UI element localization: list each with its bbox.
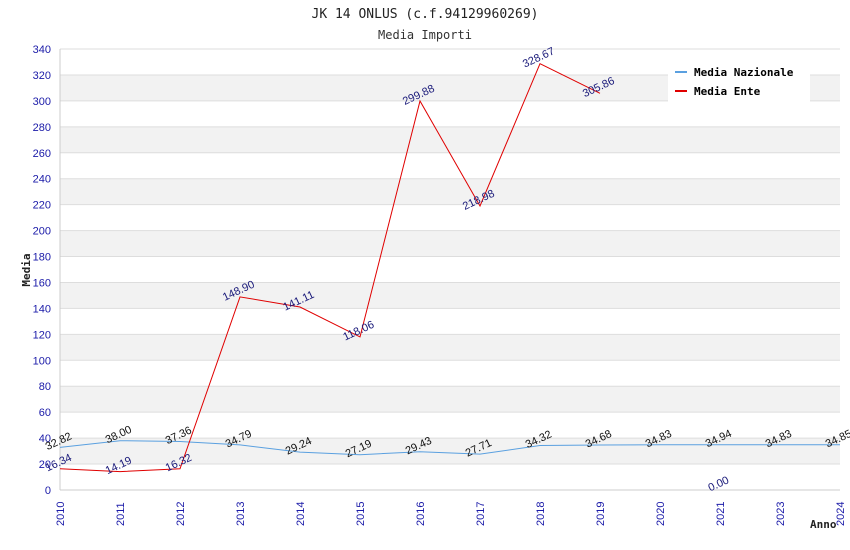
data-label: 0.00 (706, 474, 730, 494)
y-tick-label: 0 (45, 485, 51, 497)
y-tick-label: 340 (33, 44, 51, 56)
x-tick-label: 2020 (655, 502, 667, 526)
x-tick-label: 2023 (775, 502, 787, 526)
plot-band (60, 230, 840, 257)
y-tick-label: 120 (33, 329, 51, 341)
series-line-media-ente (59, 63, 601, 473)
y-tick-label: 200 (33, 226, 51, 238)
x-axis-label: Anno (810, 518, 837, 531)
x-tick-label: 2012 (175, 502, 187, 526)
y-axis-label: Media (20, 253, 33, 286)
y-tick-label: 40 (39, 433, 51, 445)
legend-label: Media Ente (694, 85, 761, 98)
y-tick-label: 20 (39, 459, 51, 471)
axes (59, 49, 840, 491)
legend-box (668, 60, 810, 102)
y-tick-label: 140 (33, 303, 51, 315)
y-tick-label: 320 (33, 70, 51, 82)
x-tick-label: 2018 (535, 502, 547, 526)
y-tick-label: 80 (39, 381, 51, 393)
y-tick-label: 260 (33, 148, 51, 160)
x-tick-label: 2011 (115, 502, 127, 526)
x-tick-label: 2024 (835, 502, 847, 526)
plot-band (60, 126, 840, 153)
data-labels: 32.82 38.00 37.36 34.79 29.24 27.19 29.43 27.71… (44, 45, 850, 494)
x-tick-label: 2019 (595, 502, 607, 526)
y-tick-label: 100 (33, 355, 51, 367)
plot-band (60, 386, 840, 413)
y-tick-labels: 0 20 40 60 80 100 120 140 160 180 200 220 240 260 280 3… (33, 44, 51, 497)
series-line-media-nazionale (59, 440, 840, 456)
y-tick-label: 60 (39, 407, 51, 419)
x-tick-labels: 2010 2011 2012 2013 2014 2015 2016 2017 2018 2019… (55, 502, 847, 526)
plot-band (60, 178, 840, 205)
gridlines (60, 48, 840, 491)
chart-subtitle: Media Importi (378, 28, 472, 42)
legend: Media Nazionale Media Ente (668, 60, 810, 102)
data-label: 16.34 (44, 452, 74, 475)
x-tick-label: 2016 (415, 502, 427, 526)
x-tick-label: 2021 (715, 502, 727, 526)
y-tick-label: 300 (33, 96, 51, 108)
plot-band (60, 282, 840, 309)
y-tick-label: 160 (33, 277, 51, 289)
x-tick-label: 2014 (295, 502, 307, 526)
series-lines (59, 63, 840, 473)
legend-label: Media Nazionale (694, 66, 794, 79)
y-tick-label: 280 (33, 122, 51, 134)
x-tick-label: 2010 (55, 502, 67, 526)
x-tick-label: 2017 (475, 502, 487, 526)
chart-title: JK 14 ONLUS (c.f.94129960269) (312, 7, 539, 22)
y-tick-label: 220 (33, 200, 51, 212)
plot-bands (60, 74, 840, 465)
x-tick-label: 2013 (235, 502, 247, 526)
y-tick-label: 180 (33, 252, 51, 264)
plot-band (60, 334, 840, 361)
x-tick-label: 2015 (355, 502, 367, 526)
y-tick-label: 240 (33, 174, 51, 186)
